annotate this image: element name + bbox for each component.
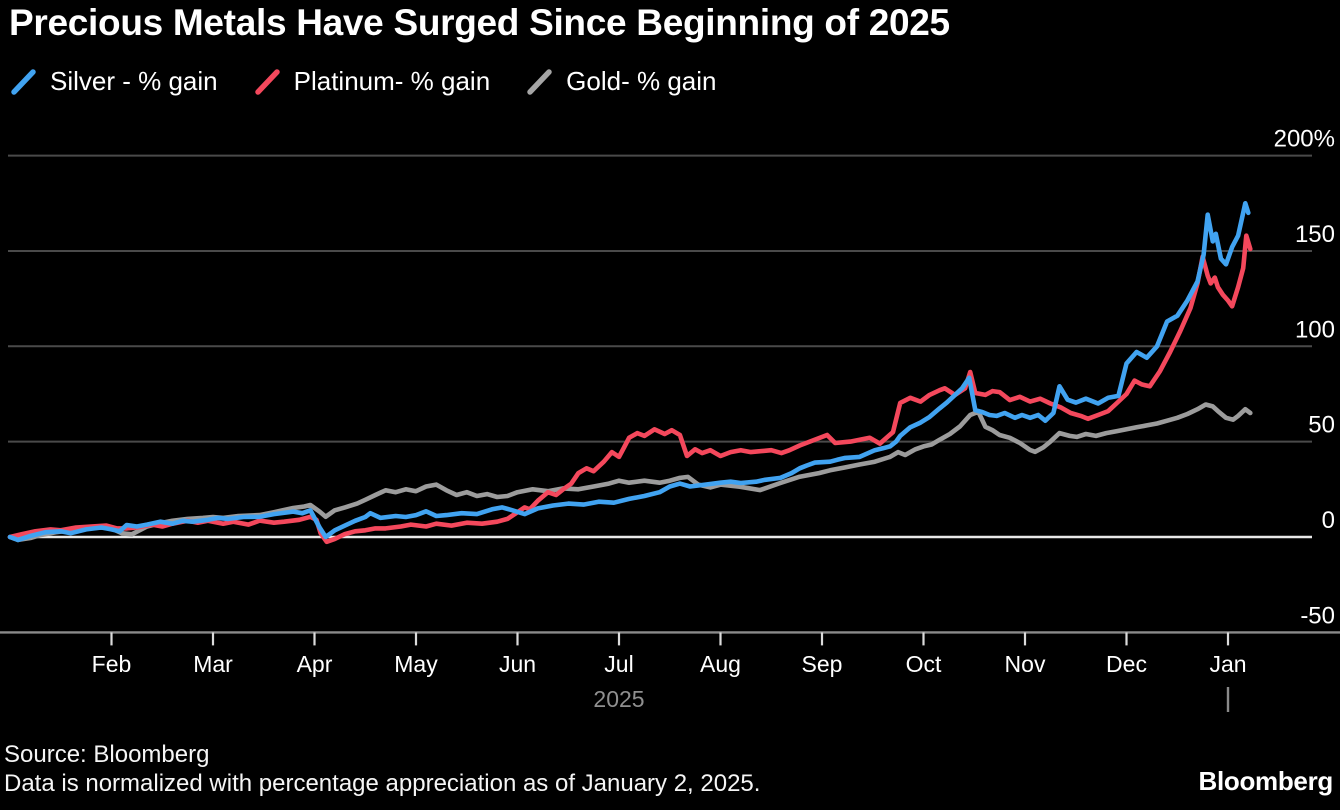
month-label-apr: Apr bbox=[297, 651, 333, 677]
series-line-silver bbox=[7, 201, 1251, 543]
legend-item-gold: Gold- % gain bbox=[526, 66, 716, 97]
legend-label-silver: Silver - % gain bbox=[50, 66, 218, 96]
month-label-mar: Mar bbox=[193, 651, 233, 677]
gold-line-marker-icon bbox=[527, 68, 552, 95]
month-label-oct: Oct bbox=[906, 651, 942, 677]
bloomberg-logo: Bloomberg bbox=[1198, 766, 1333, 796]
source-line: Source: Bloomberg bbox=[4, 741, 210, 768]
month-label-nov: Nov bbox=[1005, 651, 1046, 677]
y-axis-label-200%: 200% bbox=[1274, 126, 1335, 153]
year-label: 2025 bbox=[593, 686, 644, 712]
chart-footer: Source: Bloomberg Data is normalized wit… bbox=[4, 740, 760, 798]
month-label-feb: Feb bbox=[92, 651, 132, 677]
platinum-line-marker-icon bbox=[254, 68, 280, 95]
legend-label-platinum: Platinum- % gain bbox=[293, 66, 491, 96]
month-label-may: May bbox=[394, 651, 438, 677]
legend-item-platinum: Platinum- % gain bbox=[254, 66, 491, 97]
chart-title: Precious Metals Have Surged Since Beginn… bbox=[9, 2, 950, 43]
series-line-platinum bbox=[7, 233, 1253, 545]
month-label-jan: Jan bbox=[1209, 651, 1246, 677]
month-label-jul: Jul bbox=[604, 651, 633, 677]
month-label-jun: Jun bbox=[499, 651, 536, 677]
y-axis-label--50: -50 bbox=[1300, 602, 1335, 629]
legend-label-gold: Gold- % gain bbox=[566, 66, 717, 96]
silver-line-marker-icon bbox=[11, 68, 36, 95]
y-axis-label-50: 50 bbox=[1308, 412, 1335, 439]
y-axis-label-0: 0 bbox=[1322, 507, 1335, 534]
month-label-sep: Sep bbox=[802, 651, 843, 677]
y-axis-label-100: 100 bbox=[1295, 316, 1335, 343]
month-label-dec: Dec bbox=[1106, 651, 1147, 677]
note-line: Data is normalized with percentage appre… bbox=[4, 770, 761, 797]
month-label-aug: Aug bbox=[700, 651, 741, 677]
chart-legend: Silver - % gain Platinum- % gain Gold- %… bbox=[10, 66, 716, 97]
y-axis-label-150: 150 bbox=[1295, 221, 1335, 248]
legend-item-silver: Silver - % gain bbox=[10, 66, 218, 97]
